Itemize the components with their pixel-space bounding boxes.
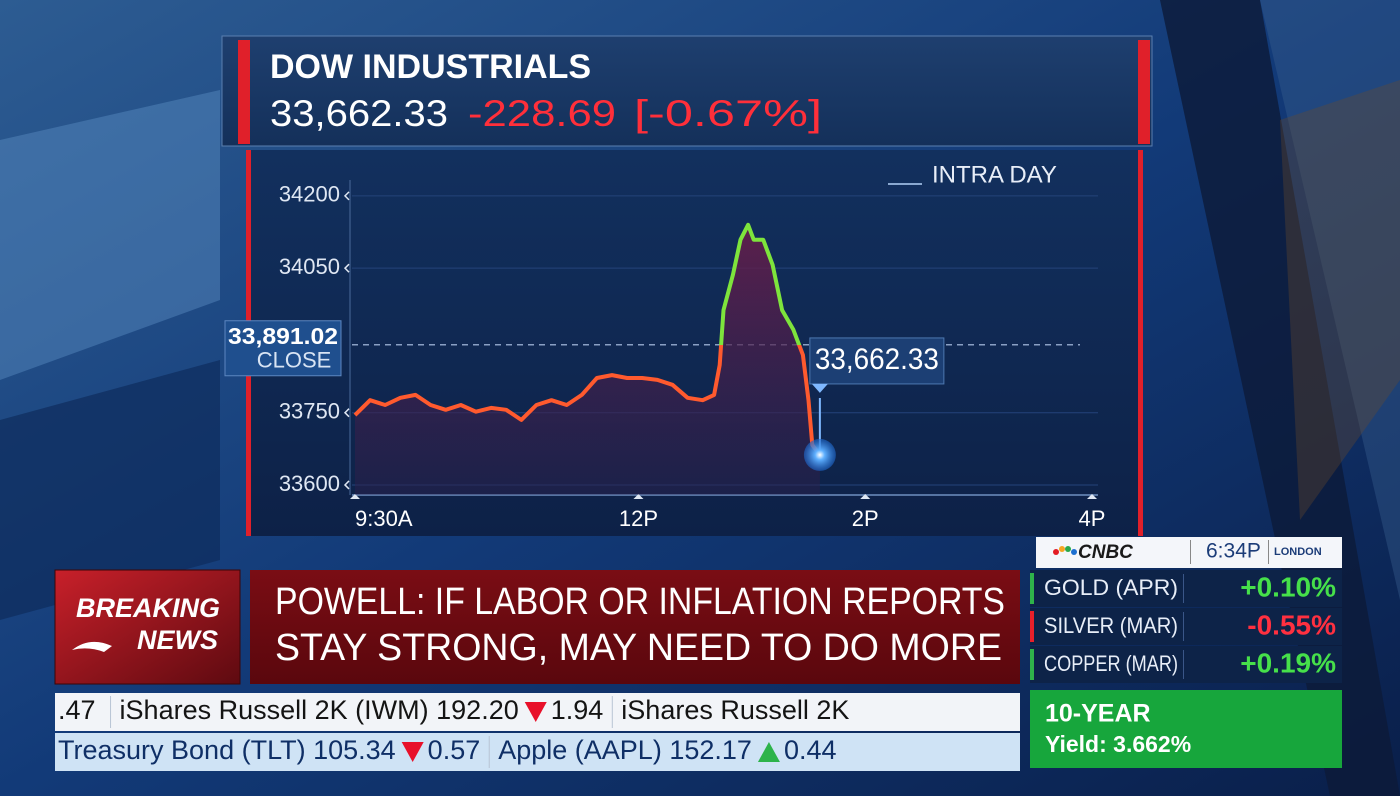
header-edge bbox=[238, 40, 250, 144]
last-notch bbox=[811, 383, 828, 393]
header-edge bbox=[1138, 40, 1150, 144]
direction-icon bbox=[401, 742, 424, 762]
y-tick-label: 33600 bbox=[279, 471, 340, 496]
ticker-item: Apple (AAPL) 152.17 bbox=[498, 735, 752, 765]
chart: 33600 33750 34050 34200 9:30A 12P 2P 4P 33,891.0… bbox=[224, 182, 1106, 531]
commodity-name: SILVER (MAR) bbox=[1044, 613, 1178, 638]
close-box bbox=[224, 320, 342, 377]
ticker-price: 105.34 bbox=[313, 735, 396, 765]
y-tick-label: 33750 bbox=[279, 399, 340, 424]
index-title: DOW INDUSTRIALS bbox=[270, 48, 591, 86]
headline-line: POWELL: IF LABOR OR INFLATION REPORTS bbox=[275, 581, 1005, 623]
bg-shape bbox=[0, 90, 220, 380]
last-point bbox=[803, 438, 836, 471]
ticker-item: Treasury Bond (TLT) 105.34 bbox=[58, 735, 396, 765]
direction-icon bbox=[757, 742, 780, 762]
close-name: CLOSE bbox=[257, 348, 332, 373]
ticker-name: iShares Russell 2K bbox=[621, 695, 849, 725]
commodity-change: +0.10% bbox=[1240, 571, 1336, 602]
row-divider bbox=[1183, 612, 1184, 641]
area bbox=[355, 224, 820, 495]
city: LONDON bbox=[1274, 546, 1322, 558]
y-tick bbox=[343, 263, 350, 273]
clock: 6:34P bbox=[1206, 540, 1261, 563]
ticker: .47 iShares Russell 2K (IWM) 192.20 1.94 iS… bbox=[58, 695, 849, 768]
direction-icon bbox=[524, 702, 547, 722]
peacock-icon bbox=[1053, 546, 1077, 555]
bg-shape bbox=[1280, 80, 1400, 520]
x-tick-label: 4P bbox=[1079, 506, 1106, 531]
sidebar-top bbox=[1036, 537, 1342, 568]
x-tick bbox=[1087, 494, 1097, 499]
row-bg bbox=[1030, 646, 1342, 683]
divider bbox=[1268, 540, 1269, 564]
row-divider bbox=[1183, 574, 1184, 603]
y-tick-label: 34200 bbox=[279, 182, 340, 207]
last-label: 33,662.33 bbox=[815, 343, 939, 376]
logo: CNBC bbox=[1078, 542, 1133, 563]
row-flag bbox=[1030, 573, 1034, 604]
commodity-change: +0.19% bbox=[1240, 647, 1336, 678]
chart-label: INTRA DAY bbox=[932, 161, 1057, 188]
y-tick bbox=[343, 191, 350, 201]
ticker-name: Treasury Bond (TLT) bbox=[58, 735, 306, 765]
row-bg bbox=[1030, 608, 1342, 645]
ticker-name: iShares Russell 2K (IWM) bbox=[120, 695, 429, 725]
bond-yield: Yield: 3.662% bbox=[1045, 731, 1191, 757]
close-value: 33,891.02 bbox=[228, 323, 338, 349]
ticker-name: .47 bbox=[58, 695, 96, 725]
x-tick-label: 2P bbox=[852, 506, 879, 531]
ticker-item: iShares Russell 2K (IWM) 192.20 bbox=[120, 695, 519, 725]
x-tick bbox=[860, 494, 871, 499]
x-tick bbox=[633, 494, 644, 499]
index-price: 33,662.33 bbox=[270, 93, 448, 134]
ticker-change: 0.57 bbox=[428, 735, 481, 765]
x-tick bbox=[350, 494, 360, 499]
headline-line: STAY STRONG, MAY NEED TO DO MORE bbox=[275, 627, 1002, 669]
ticker-row bbox=[55, 733, 1020, 771]
row-bg bbox=[1030, 570, 1342, 607]
ticker-change: 1.94 bbox=[551, 695, 604, 725]
ticker-item: .47 bbox=[58, 695, 96, 725]
breaking-box bbox=[54, 569, 241, 685]
index-percent: [-0.67%] bbox=[634, 93, 822, 134]
x-tick-label: 9:30A bbox=[355, 506, 413, 531]
header-panel bbox=[221, 35, 1153, 147]
price-line bbox=[353, 222, 822, 457]
row-flag bbox=[1030, 611, 1034, 642]
bg-shape bbox=[1260, 0, 1400, 600]
news-label: NEWS bbox=[137, 625, 218, 655]
swoosh-icon bbox=[72, 641, 112, 652]
bond-box bbox=[1030, 690, 1342, 768]
sidebar-rows: GOLD (APR) +0.10% SILVER (MAR) -0.55% COPPER… bbox=[1030, 570, 1342, 683]
index-change: -228.69 bbox=[468, 93, 616, 134]
ticker-price: 152.17 bbox=[669, 735, 752, 765]
ticker-price: 192.20 bbox=[436, 695, 519, 725]
headline-box bbox=[250, 570, 1020, 684]
y-tick bbox=[343, 480, 350, 490]
breaking-label: BREAKING bbox=[76, 593, 220, 623]
commodity-change: -0.55% bbox=[1247, 609, 1336, 640]
ticker-change: 0.44 bbox=[784, 735, 837, 765]
row-divider bbox=[1183, 650, 1184, 679]
row-flag bbox=[1030, 649, 1034, 680]
x-tick-label: 12P bbox=[619, 506, 658, 531]
ticker-item: iShares Russell 2K bbox=[621, 695, 849, 725]
y-tick bbox=[343, 408, 350, 418]
chart-edge bbox=[1138, 150, 1143, 536]
last-box bbox=[809, 337, 945, 385]
bond-title: 10-YEAR bbox=[1045, 700, 1151, 728]
y-tick-label: 34050 bbox=[279, 254, 340, 279]
bg-shape bbox=[0, 360, 220, 620]
ticker-name: Apple (AAPL) bbox=[498, 735, 662, 765]
commodity-name: COPPER (MAR) bbox=[1044, 651, 1178, 676]
divider bbox=[1190, 540, 1191, 564]
commodity-name: GOLD (APR) bbox=[1044, 575, 1178, 600]
